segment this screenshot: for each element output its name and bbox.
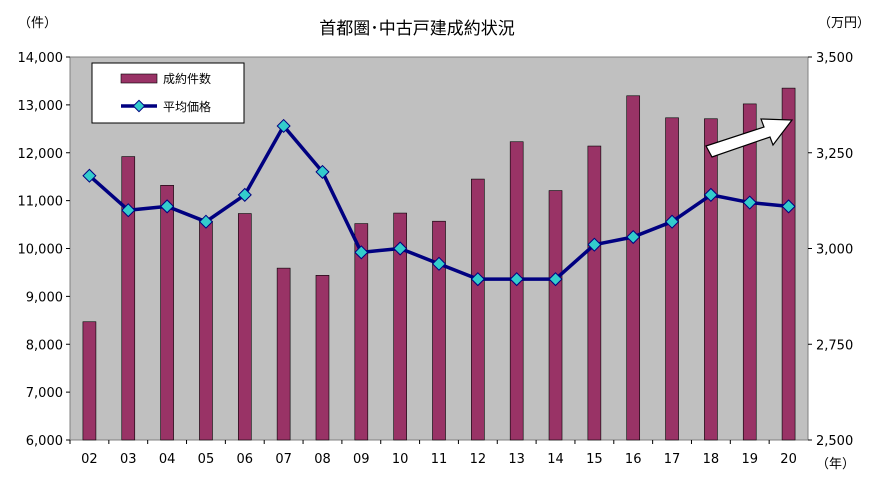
legend-label-line: 平均価格 (163, 99, 211, 114)
x-tick-label: 18 (703, 452, 720, 467)
line-point-16 (626, 229, 641, 245)
x-tick-label: 15 (586, 452, 603, 467)
line-point-13 (509, 272, 524, 287)
bar-19 (742, 103, 757, 441)
x-tick-label: 12 (470, 452, 487, 467)
bar-06 (237, 213, 252, 441)
right-axis-unit: （万円） (818, 16, 870, 31)
x-axis-unit: （年） (816, 457, 855, 472)
left-tick-label: 13,000 (18, 99, 64, 114)
x-tick-label: 02 (81, 452, 98, 467)
x-tick-label: 11 (431, 452, 448, 467)
legend-box (91, 62, 245, 124)
bar-14 (548, 190, 563, 441)
line-point-14 (548, 272, 563, 287)
line-point-20 (781, 199, 796, 214)
line-point-06 (237, 187, 252, 202)
x-tick-label: 13 (508, 452, 525, 467)
line-point-02 (82, 168, 97, 183)
right-tick-label: 3,000 (816, 243, 853, 258)
line-point-15 (587, 237, 602, 252)
x-tick-label: 16 (625, 452, 642, 467)
line-point-19 (742, 195, 757, 210)
line-point-12 (470, 272, 485, 287)
left-tick-label: 8,000 (26, 338, 63, 353)
left-tick-label: 6,000 (26, 434, 63, 449)
bar-05 (199, 220, 213, 441)
bar-04 (160, 185, 174, 441)
right-tick-label: 2,750 (816, 338, 853, 353)
bar-12 (471, 178, 485, 441)
bar-13 (509, 141, 524, 441)
x-tick-label: 05 (198, 452, 215, 467)
legend-line-marker (132, 99, 146, 113)
line-point-03 (121, 203, 136, 218)
left-tick-label: 12,000 (18, 147, 64, 162)
bar-11 (432, 220, 446, 441)
left-axis-unit: （件） (18, 16, 57, 31)
line-point-07 (276, 118, 291, 134)
x-tick-label: 08 (314, 452, 331, 467)
left-tick-label: 14,000 (18, 51, 64, 66)
bar-15 (587, 145, 602, 441)
line-point-04 (160, 199, 175, 214)
bar-08 (315, 275, 330, 441)
bar-02 (82, 321, 97, 441)
line-point-05 (198, 214, 214, 229)
x-tick-label: 14 (547, 452, 564, 467)
line-point-09 (354, 245, 369, 260)
x-tick-label: 03 (120, 452, 137, 467)
chart-title: 首都圏･中古戸建成約状況 (319, 19, 515, 39)
bar-07 (276, 267, 291, 441)
line-point-11 (431, 256, 447, 271)
right-tick-label: 3,250 (816, 147, 853, 162)
line-point-10 (393, 241, 408, 256)
right-tick-label: 3,500 (816, 51, 853, 66)
x-tick-label: 09 (353, 452, 370, 467)
bar-10 (393, 212, 407, 441)
x-tick-label: 10 (392, 452, 409, 467)
x-tick-label: 20 (780, 452, 797, 467)
left-tick-label: 11,000 (18, 195, 64, 210)
legend-bar-swatch (120, 73, 158, 84)
line-point-18 (703, 187, 718, 202)
left-tick-label: 10,000 (18, 243, 64, 258)
left-tick-label: 7,000 (26, 386, 63, 401)
right-tick-label: 2,500 (816, 434, 853, 449)
x-tick-label: 07 (275, 452, 292, 467)
bar-17 (665, 117, 679, 441)
x-tick-label: 17 (664, 452, 681, 467)
annotation-arrow (705, 118, 794, 158)
x-tick-label: 06 (237, 452, 254, 467)
bar-09 (354, 223, 369, 441)
bar-16 (626, 95, 641, 441)
bar-03 (121, 156, 136, 441)
x-tick-label: 19 (741, 452, 758, 467)
left-tick-label: 9,000 (26, 290, 63, 305)
plot-area: 6,000 7,000 8,000 9,000 10,000 11,000 12,000 13… (18, 51, 854, 467)
line-point-08 (315, 164, 330, 179)
legend-label-bar: 成約件数 (163, 71, 211, 86)
bar-20 (781, 87, 796, 441)
x-tick-label: 04 (159, 452, 176, 467)
line-point-17 (664, 214, 680, 229)
bar-18 (704, 118, 718, 441)
